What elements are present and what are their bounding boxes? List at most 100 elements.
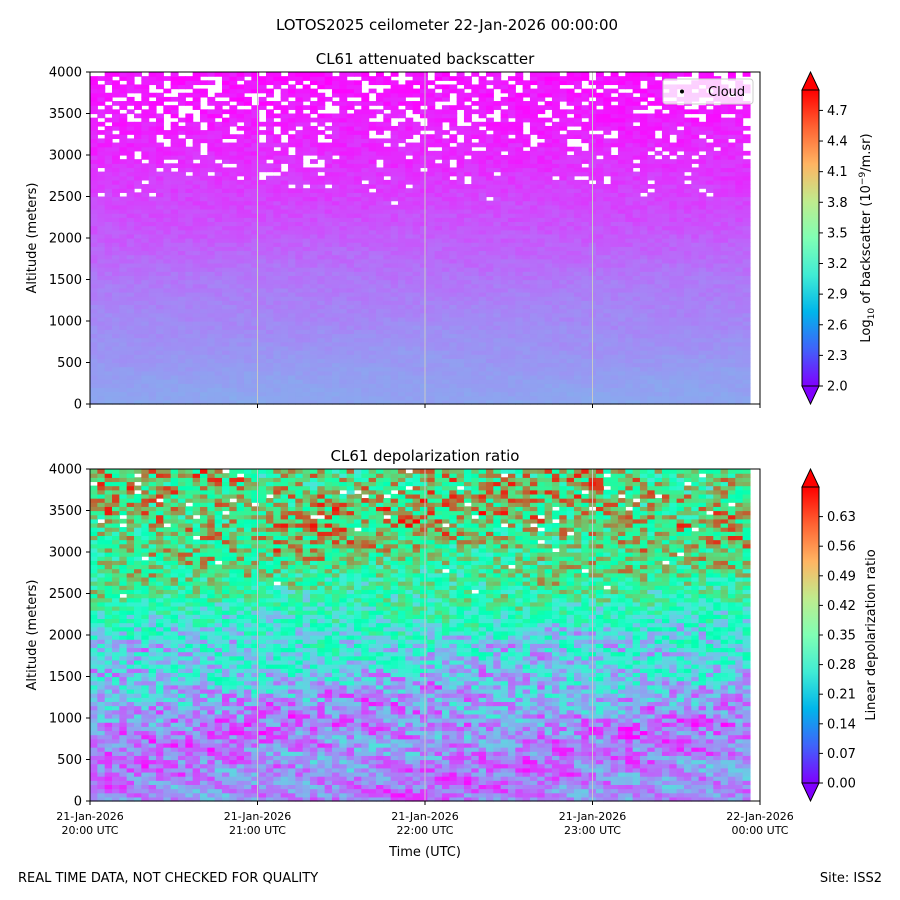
heatmap-cell xyxy=(676,308,685,314)
heatmap-cell xyxy=(419,329,428,335)
heatmap-cell xyxy=(134,271,142,276)
heatmap-cell xyxy=(463,395,472,401)
heatmap-cell xyxy=(141,337,150,343)
heatmap-cell xyxy=(185,208,194,214)
heatmap-cell xyxy=(507,354,516,359)
heatmap-cell xyxy=(156,175,164,181)
heatmap-cell xyxy=(251,267,260,272)
heatmap-cell xyxy=(199,283,208,289)
heatmap-cell xyxy=(185,383,194,388)
heatmap-cell xyxy=(141,233,150,239)
heatmap-cell xyxy=(207,379,216,384)
heatmap-cell xyxy=(221,171,230,177)
heatmap-cell xyxy=(156,208,164,214)
heatmap-cell xyxy=(339,217,348,222)
heatmap-cell xyxy=(280,258,289,264)
heatmap-cell xyxy=(617,391,626,397)
heatmap-cell xyxy=(104,387,113,393)
heatmap-cell xyxy=(566,362,575,368)
heatmap-cell xyxy=(280,188,289,193)
heatmap-cell xyxy=(559,254,568,260)
heatmap-cell xyxy=(573,300,582,305)
heatmap-cell xyxy=(683,279,692,285)
heatmap-cell xyxy=(639,204,648,210)
heatmap-cell xyxy=(617,333,626,339)
heatmap-cell xyxy=(727,399,736,405)
heatmap-cell xyxy=(397,374,406,380)
heatmap-cell xyxy=(309,204,318,210)
heatmap-cell xyxy=(405,296,414,301)
heatmap-cell xyxy=(419,242,428,247)
heatmap-cell xyxy=(698,217,707,222)
heatmap-cell xyxy=(507,383,516,388)
heatmap-cell xyxy=(493,192,502,198)
heatmap-cell xyxy=(273,192,282,198)
heatmap-cell xyxy=(214,354,223,359)
heatmap-cell xyxy=(559,300,568,305)
heatmap-cell xyxy=(236,213,245,218)
heatmap-cell xyxy=(331,204,340,210)
heatmap-cell xyxy=(302,366,311,372)
heatmap-cell xyxy=(236,399,245,405)
heatmap-cell xyxy=(353,325,362,330)
heatmap-cell xyxy=(295,213,304,218)
heatmap-cell xyxy=(134,225,142,231)
heatmap-cell xyxy=(669,395,678,401)
heatmap-cell xyxy=(654,366,663,372)
heatmap-cell xyxy=(544,341,553,347)
heatmap-cell xyxy=(427,221,436,227)
heatmap-cell xyxy=(192,395,201,401)
heatmap-cell xyxy=(324,200,333,206)
heatmap-cell xyxy=(456,321,465,326)
heatmap-cell xyxy=(112,271,120,276)
heatmap-cell xyxy=(471,179,480,185)
heatmap-cell xyxy=(353,374,362,380)
heatmap-cell xyxy=(346,246,355,252)
heatmap-cell xyxy=(339,221,348,227)
heatmap-cell xyxy=(632,333,641,339)
heatmap-cell xyxy=(317,333,326,339)
heatmap-cell xyxy=(676,275,685,281)
heatmap-cell xyxy=(214,217,223,222)
heatmap-cell xyxy=(654,333,663,339)
heatmap-cell xyxy=(353,350,362,355)
heatmap-cell xyxy=(581,208,590,214)
heatmap-cell xyxy=(361,200,370,206)
heatmap-cell xyxy=(507,304,516,310)
heatmap-cell xyxy=(221,321,230,326)
heatmap-cell xyxy=(705,238,714,243)
heatmap-cell xyxy=(742,395,751,401)
heatmap-cell xyxy=(221,258,230,264)
heatmap-cell xyxy=(251,275,260,281)
heatmap-cell xyxy=(141,300,150,305)
heatmap-cell xyxy=(331,395,340,401)
heatmap-cell xyxy=(361,325,370,330)
heatmap-cell xyxy=(427,184,436,189)
heatmap-cell xyxy=(537,379,546,384)
heatmap-cell xyxy=(705,312,714,318)
heatmap-cell xyxy=(90,383,98,388)
heatmap-cell xyxy=(625,395,634,401)
heatmap-cell xyxy=(353,304,362,310)
heatmap-cell xyxy=(617,279,626,285)
heatmap-cell xyxy=(698,221,707,227)
heatmap-cell xyxy=(324,291,333,297)
heatmap-cell xyxy=(427,379,436,384)
heatmap-cell xyxy=(383,308,392,314)
heatmap-cell xyxy=(126,196,135,202)
heatmap-cell xyxy=(141,362,150,368)
heatmap-cell xyxy=(156,312,164,318)
heatmap-cell xyxy=(632,374,641,380)
heatmap-cell xyxy=(683,329,692,335)
heatmap-cell xyxy=(295,208,304,214)
heatmap-cell xyxy=(683,242,692,247)
heatmap-cell xyxy=(346,171,355,177)
heatmap-cell xyxy=(485,242,494,247)
heatmap-cell xyxy=(705,304,714,310)
heatmap-cell xyxy=(419,308,428,314)
heatmap-cell xyxy=(236,208,245,214)
heatmap-cell xyxy=(368,250,377,256)
heatmap-cell xyxy=(617,275,626,281)
heatmap-cell xyxy=(90,316,98,322)
heatmap-cell xyxy=(390,395,399,401)
